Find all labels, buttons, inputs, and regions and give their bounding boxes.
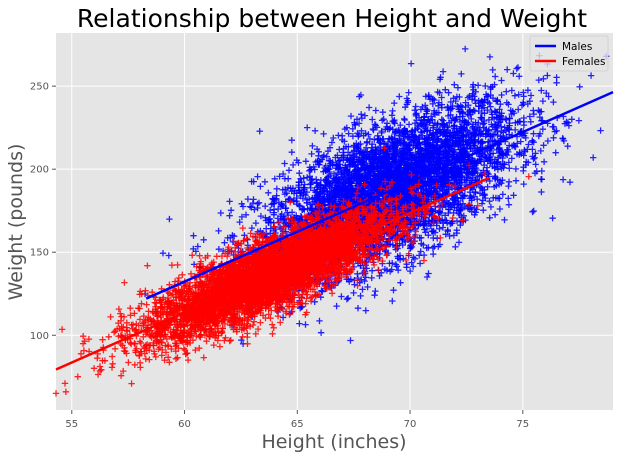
males-point xyxy=(371,136,378,143)
males-point xyxy=(308,150,315,158)
males-point xyxy=(364,283,371,291)
males-point xyxy=(159,250,167,257)
axis-ticks: 55 60 65 70 75 100 150 200 250 xyxy=(30,82,529,430)
males-point xyxy=(458,70,465,78)
males-point xyxy=(514,64,522,71)
males-point xyxy=(508,155,515,162)
males-point xyxy=(276,173,283,180)
males-point xyxy=(358,127,365,134)
males-point xyxy=(304,174,311,181)
males-point xyxy=(516,73,523,80)
males-point xyxy=(354,305,362,312)
males-point xyxy=(553,74,560,81)
data-points xyxy=(52,45,610,397)
y-tick-label: 100 xyxy=(30,331,49,342)
males-point xyxy=(529,208,536,216)
males-point xyxy=(438,94,445,101)
males-point xyxy=(587,72,595,79)
males-point xyxy=(372,287,379,295)
males-point xyxy=(262,203,269,210)
males-point xyxy=(485,116,493,124)
males-point xyxy=(506,165,513,172)
males-point xyxy=(478,200,486,207)
males-point xyxy=(200,236,207,243)
males-point xyxy=(369,116,376,123)
males-point xyxy=(328,139,336,146)
males-point xyxy=(368,267,376,274)
males-point xyxy=(318,287,325,294)
y-tick-label: 150 xyxy=(30,248,49,259)
males-point xyxy=(480,207,487,214)
males-point xyxy=(336,146,343,153)
males-point xyxy=(238,336,245,344)
x-tick-label: 65 xyxy=(291,419,304,430)
males-point xyxy=(236,218,243,226)
males-point xyxy=(215,227,222,235)
males-point xyxy=(281,160,288,167)
males-point xyxy=(561,120,569,127)
y-tick-label: 250 xyxy=(30,82,49,93)
males-point xyxy=(254,204,261,212)
x-tick-label: 75 xyxy=(516,419,529,430)
males-point xyxy=(302,321,309,328)
males-point xyxy=(350,289,357,297)
males-point xyxy=(347,337,354,344)
males-point xyxy=(527,92,535,99)
y-tick-label: 200 xyxy=(30,165,49,176)
males-point xyxy=(345,143,352,150)
males-point xyxy=(512,177,520,184)
males-point xyxy=(539,97,547,105)
males-point xyxy=(492,73,499,80)
males-point xyxy=(442,86,449,93)
males-point xyxy=(552,149,559,156)
males-point xyxy=(559,176,567,183)
chart-title: Relationship between Height and Weight xyxy=(77,4,587,33)
males-point xyxy=(273,185,280,192)
x-tick-label: 70 xyxy=(404,419,417,430)
males-point xyxy=(244,236,251,243)
x-tick-label: 55 xyxy=(65,419,78,430)
males-point xyxy=(332,154,339,161)
males-point xyxy=(445,89,452,96)
x-tick-label: 60 xyxy=(178,419,191,430)
males-point xyxy=(317,329,325,336)
males-point xyxy=(416,260,424,267)
males-point xyxy=(479,121,487,128)
males-point xyxy=(446,119,453,126)
males-point xyxy=(296,320,303,327)
males-point xyxy=(359,286,366,293)
males-point xyxy=(477,183,484,190)
